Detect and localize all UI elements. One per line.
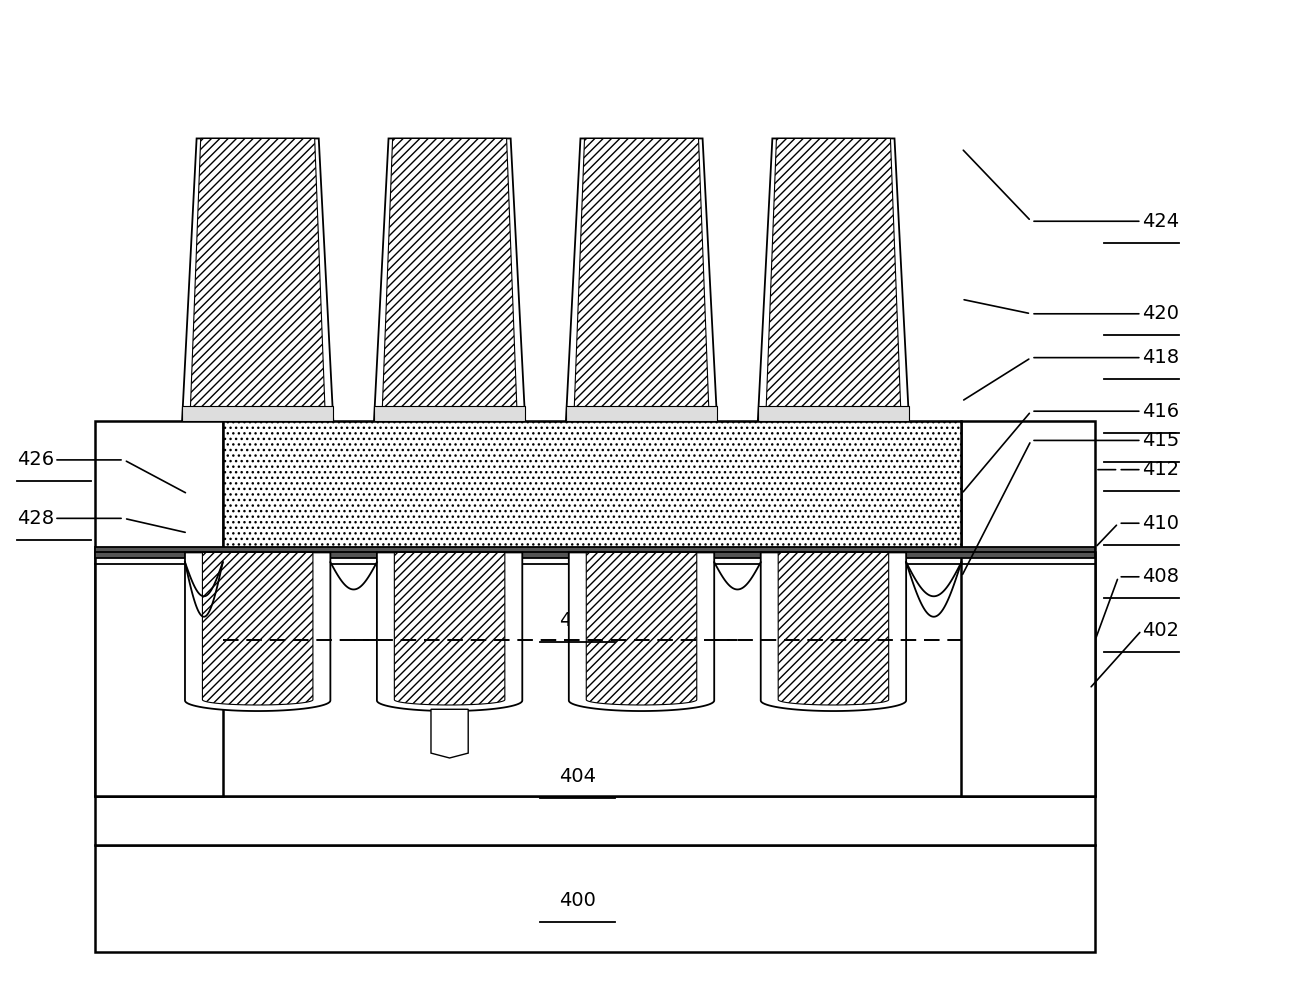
Bar [94,796,1095,845]
Polygon shape [182,406,334,421]
Bar [94,546,1095,558]
Bar [94,421,223,796]
Polygon shape [758,138,910,421]
Polygon shape [185,552,330,711]
Polygon shape [565,138,717,421]
Polygon shape [431,709,468,758]
Text: 404: 404 [559,767,597,786]
Polygon shape [377,552,523,711]
Polygon shape [778,552,889,705]
Bar [94,845,1095,951]
Text: 428: 428 [17,509,54,528]
Polygon shape [374,138,525,421]
Polygon shape [758,406,910,421]
Text: 412: 412 [1141,460,1179,479]
Text: 424: 424 [1141,211,1179,231]
Polygon shape [182,138,334,421]
Text: 420: 420 [1141,304,1179,323]
Polygon shape [586,552,696,705]
Polygon shape [575,138,709,413]
Text: 416: 416 [1141,402,1179,421]
Text: 402: 402 [1141,620,1179,640]
Polygon shape [395,552,505,705]
Text: 400: 400 [559,891,597,910]
Polygon shape [565,406,717,421]
Text: 410: 410 [1141,514,1179,533]
Bar [94,552,1095,796]
Polygon shape [569,552,714,711]
Polygon shape [202,552,313,705]
Text: 408: 408 [1141,567,1179,586]
Bar [223,421,961,552]
Polygon shape [761,552,906,711]
Polygon shape [766,138,901,413]
Polygon shape [382,138,518,413]
Polygon shape [374,406,525,421]
Text: 426: 426 [17,451,54,469]
Text: 418: 418 [1141,348,1179,368]
Bar [961,421,1095,796]
Polygon shape [190,138,325,413]
Text: 415: 415 [1141,431,1179,450]
Text: 406: 406 [559,612,597,630]
